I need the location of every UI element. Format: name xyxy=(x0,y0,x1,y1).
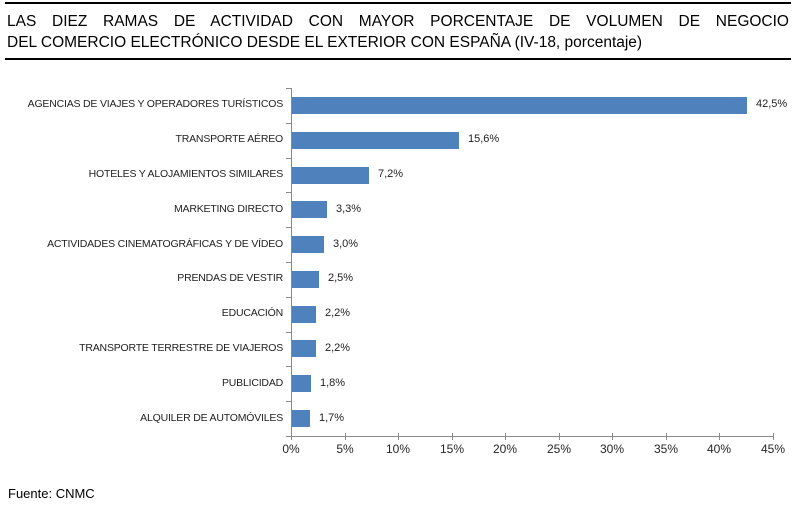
value-label: 7,2% xyxy=(378,168,404,180)
y-axis-tick xyxy=(286,123,291,124)
x-axis-tick xyxy=(559,433,560,440)
value-label: 3,0% xyxy=(333,238,359,250)
x-axis-tick-label: 35% xyxy=(653,442,679,456)
chart-title-line-1: LAS DIEZ RAMAS DE ACTIVIDAD CON MAYOR PO… xyxy=(7,13,789,30)
category-label: ALQUILER DE AUTOMÓVILES xyxy=(140,412,283,424)
value-label: 15,6% xyxy=(468,133,500,145)
x-axis-tick xyxy=(505,433,506,440)
x-axis-tick xyxy=(719,433,720,440)
bar xyxy=(292,375,311,392)
value-label: 1,7% xyxy=(319,412,345,424)
x-axis-tick-label: 15% xyxy=(439,442,465,456)
x-axis-tick xyxy=(666,433,667,440)
value-label: 2,2% xyxy=(325,342,351,354)
y-axis-line xyxy=(291,88,292,436)
source-note: Fuente: CNMC xyxy=(8,486,95,501)
x-axis-tick-label: 20% xyxy=(492,442,518,456)
y-axis-tick xyxy=(286,88,291,89)
bar xyxy=(292,97,747,114)
category-label: PUBLICIDAD xyxy=(221,377,283,389)
x-axis-tick xyxy=(398,433,399,440)
bar xyxy=(292,340,316,357)
category-label: TRANSPORTE TERRESTRE DE VIAJEROS xyxy=(79,342,283,354)
category-label: HOTELES Y ALOJAMIENTOS SIMILARES xyxy=(88,168,284,180)
y-axis-tick xyxy=(286,401,291,402)
y-axis-tick xyxy=(286,227,291,228)
bar xyxy=(292,201,327,218)
bar xyxy=(292,306,316,323)
x-axis-line xyxy=(291,436,774,437)
x-axis-tick-label: 30% xyxy=(599,442,625,456)
bar xyxy=(292,410,310,427)
bar xyxy=(292,271,319,288)
value-label: 2,5% xyxy=(328,272,354,284)
value-label: 1,8% xyxy=(320,377,346,389)
chart-title: LAS DIEZ RAMAS DE ACTIVIDAD CON MAYOR PO… xyxy=(5,2,791,60)
x-axis-tick xyxy=(291,433,292,440)
y-axis-tick xyxy=(286,158,291,159)
value-label: 2,2% xyxy=(325,307,351,319)
category-label: ACTIVIDADES CINEMATOGRÁFICAS Y DE VÍDEO xyxy=(47,238,283,250)
y-axis-tick xyxy=(286,332,291,333)
value-label: 42,5% xyxy=(756,98,788,110)
category-label: EDUCACIÓN xyxy=(221,307,283,319)
x-axis-tick xyxy=(612,433,613,440)
x-axis-tick xyxy=(773,433,774,440)
value-label: 3,3% xyxy=(336,203,362,215)
bar xyxy=(292,167,369,184)
bar xyxy=(292,132,459,149)
y-axis-tick xyxy=(286,436,291,437)
x-axis-tick-label: 0% xyxy=(282,442,300,456)
x-axis-tick-label: 40% xyxy=(706,442,732,456)
y-axis-tick xyxy=(286,192,291,193)
y-axis-tick xyxy=(286,366,291,367)
x-axis-tick-label: 10% xyxy=(385,442,411,456)
bar xyxy=(292,236,324,253)
y-axis-tick xyxy=(286,297,291,298)
category-label: AGENCIAS DE VIAJES Y OPERADORES TURÍSTIC… xyxy=(27,98,284,110)
category-label: MARKETING DIRECTO xyxy=(174,203,283,215)
chart-title-line-2: DEL COMERCIO ELECTRÓNICO DESDE EL EXTERI… xyxy=(7,34,643,51)
x-axis-tick-label: 45% xyxy=(760,442,786,456)
x-axis-tick-label: 5% xyxy=(336,442,354,456)
category-label: TRANSPORTE AÉREO xyxy=(175,133,284,145)
category-label: PRENDAS DE VESTIR xyxy=(177,272,283,284)
x-axis-tick xyxy=(345,433,346,440)
x-axis-tick-label: 25% xyxy=(546,442,572,456)
x-axis-tick xyxy=(452,433,453,440)
y-axis-tick xyxy=(286,262,291,263)
